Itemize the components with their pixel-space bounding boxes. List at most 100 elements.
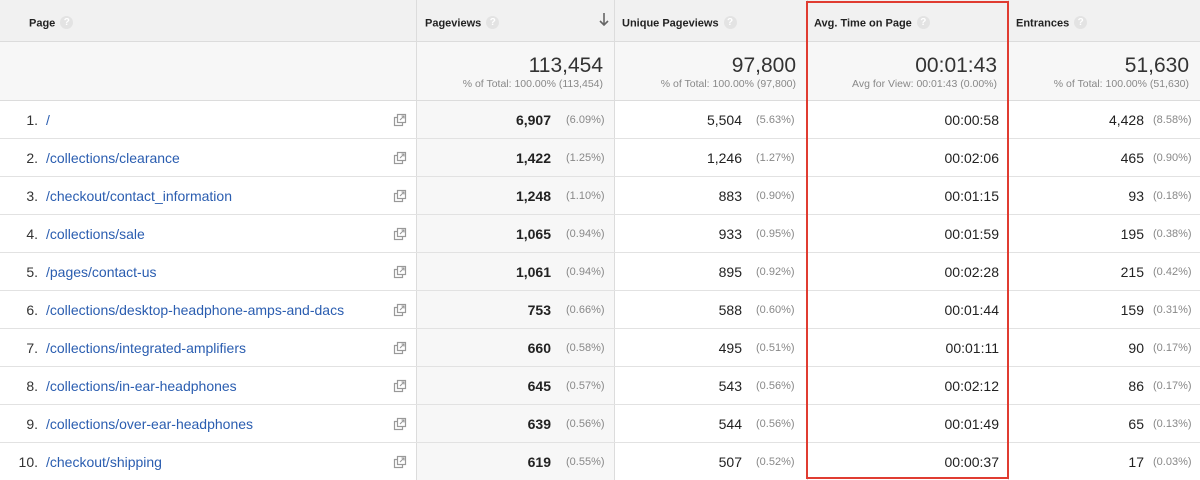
- row-page-cell: 6. /collections/desktop-headphone-amps-a…: [0, 291, 416, 328]
- sort-descending-icon[interactable]: [598, 12, 610, 28]
- row-unique-pageviews-cell: 507 (0.52%): [614, 443, 807, 480]
- page-link[interactable]: /collections/desktop-headphone-amps-and-…: [46, 302, 345, 318]
- external-link-icon[interactable]: [393, 379, 407, 393]
- row-page-cell: 2. /collections/clearance: [0, 139, 416, 176]
- row-entrances-pct: (0.42%): [1153, 266, 1192, 278]
- external-link-icon[interactable]: [393, 265, 407, 279]
- header-avg-time-on-page[interactable]: Avg. Time on Page?: [807, 0, 1008, 41]
- header-avg-time-label: Avg. Time on Page: [814, 17, 912, 30]
- help-icon[interactable]: ?: [723, 16, 737, 29]
- external-link-icon[interactable]: [393, 455, 407, 469]
- row-pageviews-pct: (0.56%): [566, 418, 605, 430]
- row-pageviews-pct: (0.66%): [566, 304, 605, 316]
- row-pageviews: 645: [527, 378, 551, 394]
- row-pageviews-pct: (0.57%): [566, 380, 605, 392]
- row-avg-time-cell: 00:02:12: [807, 367, 1008, 404]
- totals-page: [0, 42, 416, 100]
- header-unique-pageviews[interactable]: Unique Pageviews?: [614, 0, 807, 41]
- row-pageviews: 1,065: [515, 226, 551, 242]
- page-link[interactable]: /collections/clearance: [46, 150, 180, 166]
- row-avg-time-cell: 00:01:49: [807, 405, 1008, 442]
- header-pageviews[interactable]: Pageviews?: [416, 0, 614, 41]
- page-link[interactable]: /collections/over-ear-headphones: [46, 416, 254, 432]
- row-avg-time-cell: 00:02:06: [807, 139, 1008, 176]
- row-avg-time-cell: 00:00:58: [807, 101, 1008, 138]
- help-icon[interactable]: ?: [486, 16, 500, 29]
- row-entrances: 195: [1120, 226, 1144, 242]
- row-unique-pageviews-pct: (0.52%): [756, 456, 795, 468]
- header-entrances[interactable]: Entrances?: [1008, 0, 1200, 41]
- row-pageviews: 1,422: [515, 150, 551, 166]
- page-link[interactable]: /checkout/shipping: [46, 454, 162, 470]
- external-link-icon[interactable]: [393, 113, 407, 127]
- total-pageviews-value: 113,454: [528, 54, 603, 77]
- help-icon[interactable]: ?: [60, 16, 74, 29]
- header-page[interactable]: Page?: [0, 0, 416, 41]
- row-entrances-cell: 159 (0.31%): [1008, 291, 1200, 328]
- row-entrances-cell: 4,428 (8.58%): [1008, 101, 1200, 138]
- header-entrances-label: Entrances: [1016, 17, 1070, 30]
- row-avg-time: 00:01:49: [944, 416, 1000, 432]
- row-avg-time-cell: 00:00:37: [807, 443, 1008, 480]
- page-link[interactable]: /collections/sale: [46, 226, 145, 242]
- external-link-icon[interactable]: [393, 189, 407, 203]
- row-unique-pageviews-cell: 883 (0.90%): [614, 177, 807, 214]
- row-unique-pageviews-pct: (0.56%): [756, 418, 795, 430]
- row-rank: 5.: [26, 264, 38, 280]
- row-pageviews-pct: (6.09%): [566, 114, 605, 126]
- row-pageviews: 619: [527, 454, 551, 470]
- row-unique-pageviews-cell: 1,246 (1.27%): [614, 139, 807, 176]
- row-rank: 8.: [26, 378, 38, 394]
- row-unique-pageviews: 544: [718, 416, 742, 432]
- row-pageviews-pct: (0.58%): [566, 342, 605, 354]
- row-page-cell: 7. /collections/integrated-amplifiers: [0, 329, 416, 366]
- totals-unique-pageviews: 97,800 % of Total: 100.00% (97,800): [614, 42, 807, 100]
- row-entrances: 159: [1120, 302, 1144, 318]
- row-pageviews: 753: [527, 302, 551, 318]
- page-link[interactable]: /checkout/contact_information: [46, 188, 232, 204]
- row-avg-time: 00:00:37: [944, 454, 1000, 470]
- external-link-icon[interactable]: [393, 227, 407, 241]
- external-link-icon[interactable]: [393, 151, 407, 165]
- row-entrances: 93: [1128, 188, 1144, 204]
- row-unique-pageviews: 5,504: [706, 112, 742, 128]
- external-link-icon[interactable]: [393, 417, 407, 431]
- row-unique-pageviews: 495: [718, 340, 742, 356]
- page-link[interactable]: /: [46, 112, 50, 128]
- row-entrances: 4,428: [1108, 112, 1144, 128]
- row-pageviews-cell: 753 (0.66%): [416, 291, 614, 328]
- row-unique-pageviews: 507: [718, 454, 742, 470]
- help-icon[interactable]: ?: [1074, 16, 1088, 29]
- page-link[interactable]: /collections/in-ear-headphones: [46, 378, 237, 394]
- row-avg-time-cell: 00:02:28: [807, 253, 1008, 290]
- row-pageviews-pct: (1.25%): [566, 152, 605, 164]
- row-pageviews-pct: (0.94%): [566, 266, 605, 278]
- row-entrances-pct: (0.17%): [1153, 342, 1192, 354]
- totals-row: 113,454 % of Total: 100.00% (113,454) 97…: [0, 42, 1200, 101]
- external-link-icon[interactable]: [393, 341, 407, 355]
- row-pageviews-cell: 1,422 (1.25%): [416, 139, 614, 176]
- row-unique-pageviews-pct: (0.51%): [756, 342, 795, 354]
- row-entrances-cell: 465 (0.90%): [1008, 139, 1200, 176]
- row-entrances-pct: (0.03%): [1153, 456, 1192, 468]
- row-pageviews: 1,248: [515, 188, 551, 204]
- row-avg-time-cell: 00:01:15: [807, 177, 1008, 214]
- total-pageviews-sub: % of Total: 100.00% (113,454): [462, 78, 603, 90]
- row-entrances-cell: 65 (0.13%): [1008, 405, 1200, 442]
- help-icon[interactable]: ?: [916, 16, 930, 29]
- row-avg-time: 00:02:12: [944, 378, 1000, 394]
- row-unique-pageviews-pct: (5.63%): [756, 114, 795, 126]
- total-unique-pageviews-sub: % of Total: 100.00% (97,800): [660, 78, 796, 90]
- table-row: 10. /checkout/shipping 619 (0.55%) 507 (…: [0, 443, 1200, 480]
- total-unique-pageviews-value: 97,800: [731, 54, 796, 77]
- row-rank: 1.: [26, 112, 38, 128]
- header-unique-pageviews-label: Unique Pageviews: [622, 17, 719, 30]
- row-pageviews-cell: 639 (0.56%): [416, 405, 614, 442]
- page-link[interactable]: /collections/integrated-amplifiers: [46, 340, 246, 356]
- page-link[interactable]: /pages/contact-us: [46, 264, 157, 280]
- external-link-icon[interactable]: [393, 303, 407, 317]
- row-avg-time: 00:02:28: [944, 264, 1000, 280]
- row-unique-pageviews-cell: 544 (0.56%): [614, 405, 807, 442]
- row-entrances: 215: [1120, 264, 1144, 280]
